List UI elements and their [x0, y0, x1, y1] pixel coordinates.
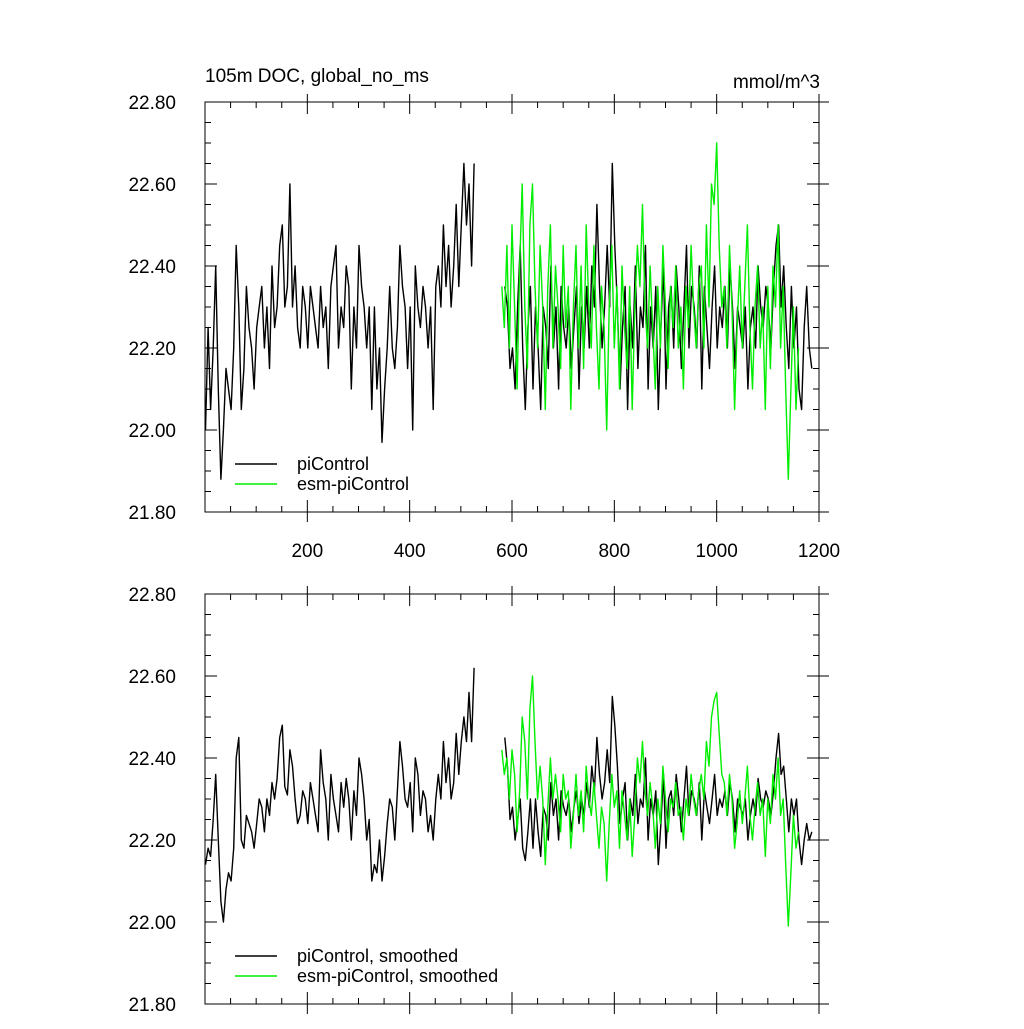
x-tick-label: 1000	[696, 541, 738, 562]
bottom-panel: 21.80 22.00 22.20 22.40 22.60 22.80 piControl…	[128, 585, 829, 1016]
axes: 21.80 22.00 22.20 22.40 22.60 22.80	[128, 585, 829, 1016]
y-tick-label: 21.80	[128, 503, 176, 524]
x-tick-label: 1200	[798, 541, 840, 562]
legend-label: piControl, smoothed	[297, 946, 458, 966]
y-tick-label: 22.00	[128, 421, 176, 442]
units-label: mmol/m^3	[733, 72, 820, 93]
y-tick-label: 22.00	[128, 913, 176, 934]
legend-label: esm-piControl, smoothed	[297, 966, 498, 986]
x-tick-label: 800	[598, 541, 630, 562]
series-lines	[204, 667, 813, 927]
series-line-picontrol-smoothed	[204, 667, 475, 923]
y-tick-label: 22.20	[128, 831, 176, 852]
y-tick-label: 22.60	[128, 667, 176, 688]
series-line-picontrol	[504, 162, 813, 411]
axes: 200 400 600 800 1000 1200 21.80 22.00 22.20 22.40…	[128, 93, 840, 562]
panel-title: 105m DOC, global_no_ms	[205, 66, 429, 87]
x-tick-label: 400	[394, 541, 426, 562]
y-tick-label: 22.80	[128, 585, 176, 606]
x-tick-label: 200	[291, 541, 323, 562]
series-line-esm-picontrol-smoothed	[501, 675, 800, 927]
y-tick-label: 22.40	[128, 257, 176, 278]
y-tick-label: 22.40	[128, 749, 176, 770]
y-tick-label: 22.60	[128, 175, 176, 196]
x-tick-label: 600	[496, 541, 528, 562]
y-tick-label: 21.80	[128, 995, 176, 1016]
top-panel: 105m DOC, global_no_ms mmol/m^3 200 400 60…	[128, 66, 840, 562]
y-tick-label: 22.80	[128, 93, 176, 114]
y-tick-label: 22.20	[128, 339, 176, 360]
plot-frame	[204, 593, 820, 1005]
legend-label: esm-piControl	[297, 474, 409, 494]
series-line-esm-picontrol	[501, 142, 800, 480]
series-line-picontrol-smoothed	[504, 695, 813, 866]
series-lines	[204, 142, 813, 480]
series-line-picontrol	[204, 162, 475, 480]
legend-label: piControl	[297, 454, 369, 474]
